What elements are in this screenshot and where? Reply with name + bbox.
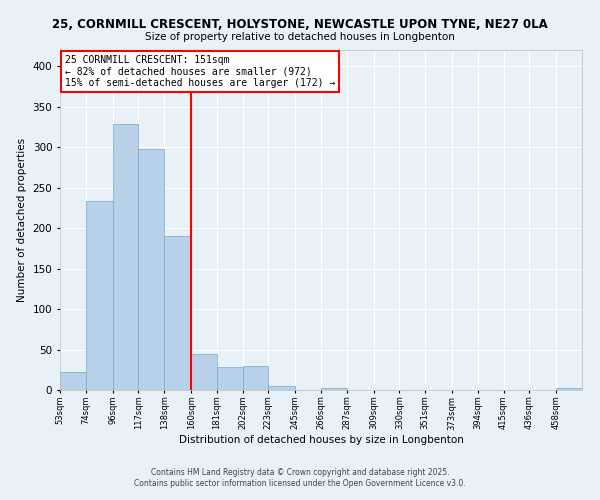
Text: Size of property relative to detached houses in Longbenton: Size of property relative to detached ho… <box>145 32 455 42</box>
Bar <box>60 372 86 390</box>
Bar <box>139 149 164 390</box>
Bar <box>321 388 347 390</box>
Bar <box>191 354 217 390</box>
Y-axis label: Number of detached properties: Number of detached properties <box>17 138 27 302</box>
Text: 25, CORNMILL CRESCENT, HOLYSTONE, NEWCASTLE UPON TYNE, NE27 0LA: 25, CORNMILL CRESCENT, HOLYSTONE, NEWCAS… <box>52 18 548 30</box>
Bar <box>242 366 268 390</box>
Bar <box>268 386 295 390</box>
Bar <box>86 200 113 390</box>
Text: Contains HM Land Registry data © Crown copyright and database right 2025.
Contai: Contains HM Land Registry data © Crown c… <box>134 468 466 487</box>
X-axis label: Distribution of detached houses by size in Longbenton: Distribution of detached houses by size … <box>179 435 463 445</box>
Bar <box>556 388 582 390</box>
Bar <box>217 368 242 390</box>
Text: 25 CORNMILL CRESCENT: 151sqm
← 82% of detached houses are smaller (972)
15% of s: 25 CORNMILL CRESCENT: 151sqm ← 82% of de… <box>65 55 335 88</box>
Bar <box>113 124 139 390</box>
Bar <box>164 236 191 390</box>
